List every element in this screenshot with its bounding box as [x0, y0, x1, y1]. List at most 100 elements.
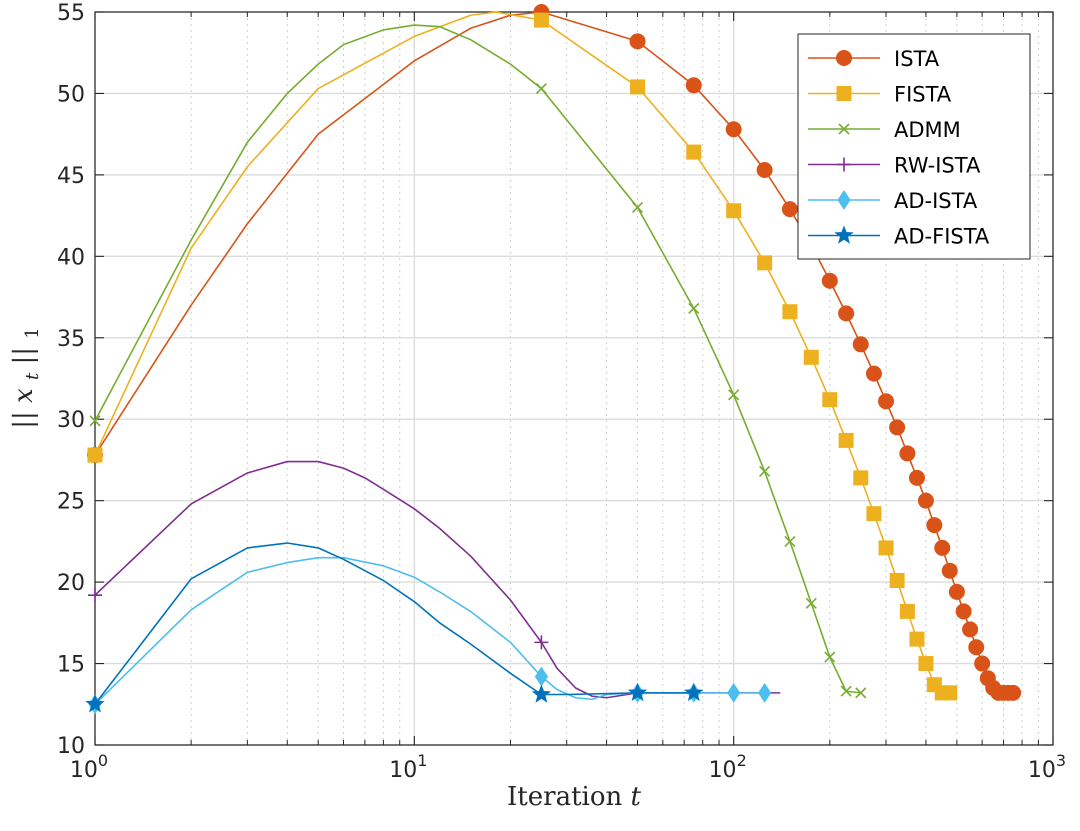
legend-item-fista: FISTA — [808, 83, 952, 107]
y-tick-label: 20 — [57, 571, 85, 596]
legend-item-admm: ADMM — [808, 118, 961, 142]
y-tick-label: 10 — [57, 734, 85, 759]
legend-label-fista: FISTA — [894, 83, 952, 107]
data-point-admm — [824, 651, 836, 663]
y-tick-label: 30 — [57, 408, 85, 433]
data-point-ad-fista — [531, 684, 552, 703]
data-point-admm — [855, 687, 867, 699]
data-point-admm — [840, 685, 852, 697]
data-point-fista — [878, 540, 894, 556]
data-point-ista — [756, 162, 773, 179]
data-point-ista — [908, 469, 925, 486]
data-point-fista — [866, 506, 882, 522]
series-admm — [89, 24, 867, 699]
data-point-ista — [781, 201, 798, 218]
y-axis-title-bar-left: || — [9, 411, 39, 429]
legend-marker-ad-fista — [834, 225, 854, 244]
data-point-ista — [821, 272, 838, 289]
data-point-admm — [805, 597, 817, 609]
data-point-admm — [688, 302, 700, 315]
x-tick-base: 10 — [389, 758, 417, 783]
legend-item-ad-fista: AD-FISTA — [808, 225, 990, 249]
data-point-fista — [782, 304, 798, 320]
legend-marker-rw-ista — [837, 157, 851, 172]
y-axis-title: || x t || 1 — [9, 327, 45, 428]
x-tick-exponent: 2 — [737, 751, 747, 770]
data-point-fista — [899, 603, 915, 619]
legend-label-rw-ista: RW-ISTA — [894, 154, 981, 178]
data-point-fista — [838, 432, 854, 448]
data-point-admm — [759, 465, 771, 477]
data-point-ad-ista — [758, 682, 772, 703]
data-point-admm — [784, 535, 796, 547]
data-point-fista — [889, 572, 905, 588]
data-point-fista — [803, 349, 819, 365]
data-point-ista — [941, 562, 958, 579]
series-ista — [87, 4, 1022, 701]
data-point-ista — [974, 655, 991, 672]
x-tick-exponent: 0 — [98, 751, 108, 770]
data-point-ista — [889, 419, 906, 436]
data-point-ad-ista — [727, 682, 741, 703]
y-tick-label: 15 — [57, 653, 85, 678]
series-layer — [85, 4, 1022, 715]
data-point-ista — [685, 77, 702, 94]
data-point-ista — [962, 621, 979, 638]
data-point-ista — [878, 393, 895, 410]
data-point-ista — [955, 603, 972, 620]
data-point-ista — [838, 305, 855, 322]
legend: ISTA FISTA ADMM RW-ISTA AD-ISTA AD-FISTA — [797, 33, 1031, 260]
data-point-admm — [535, 82, 547, 95]
legend-marker-fista — [836, 86, 852, 101]
series-fista — [87, 11, 958, 701]
x-tick-base: 10 — [1028, 758, 1056, 783]
legend-box — [797, 33, 1031, 260]
legend-marker-ista — [836, 50, 852, 66]
data-point-ista — [934, 539, 951, 556]
x-tick-base: 10 — [709, 758, 737, 783]
x-axis-title-variable: t — [631, 782, 642, 812]
y-axis-title-subscript: t — [22, 372, 43, 380]
x-tick-exponent: 3 — [1056, 751, 1066, 770]
y-axis-title-variable: x — [9, 388, 39, 403]
data-point-ista — [629, 33, 646, 50]
data-point-rw-ista — [88, 588, 102, 603]
data-point-admm — [631, 201, 644, 214]
data-point-fista — [822, 392, 838, 408]
data-point-ad-fista — [85, 694, 105, 713]
data-point-fista — [630, 79, 646, 95]
data-point-fista — [757, 255, 773, 271]
y-tick-label: 55 — [57, 1, 85, 26]
legend-item-ista: ISTA — [808, 47, 940, 71]
series-ad-fista — [85, 542, 704, 713]
data-point-fista — [909, 631, 925, 647]
x-tick-label: 102 — [709, 751, 747, 783]
data-point-fista — [942, 685, 958, 701]
data-point-fista — [726, 203, 742, 219]
legend-label-ad-ista: AD-ISTA — [894, 189, 978, 213]
data-point-rw-ista — [534, 635, 549, 650]
data-point-ista — [917, 492, 934, 509]
y-axis-title-norm: 1 — [22, 327, 43, 338]
data-point-fista — [533, 12, 549, 28]
legend-label-ista: ISTA — [894, 47, 940, 71]
data-point-ista — [926, 517, 943, 534]
legend-label-admm: ADMM — [894, 118, 961, 142]
y-tick-label: 40 — [57, 245, 85, 270]
axes-frame — [94, 11, 1054, 746]
data-point-admm — [728, 389, 740, 401]
y-axis-title-bar-right: || — [9, 347, 39, 365]
legend-marker-admm — [838, 123, 850, 135]
data-point-ista — [725, 121, 742, 138]
data-point-ista — [852, 336, 869, 353]
x-tick-label: 101 — [389, 751, 427, 783]
x-tick-label: 103 — [1028, 751, 1066, 783]
data-point-ista — [968, 639, 985, 656]
axes-box — [94, 11, 1054, 746]
x-tick-label: 100 — [70, 751, 108, 783]
x-tick-base: 10 — [70, 758, 98, 783]
data-point-ad-fista — [627, 682, 648, 702]
data-point-fista — [686, 144, 702, 160]
x-tick-exponent: 1 — [417, 751, 427, 770]
